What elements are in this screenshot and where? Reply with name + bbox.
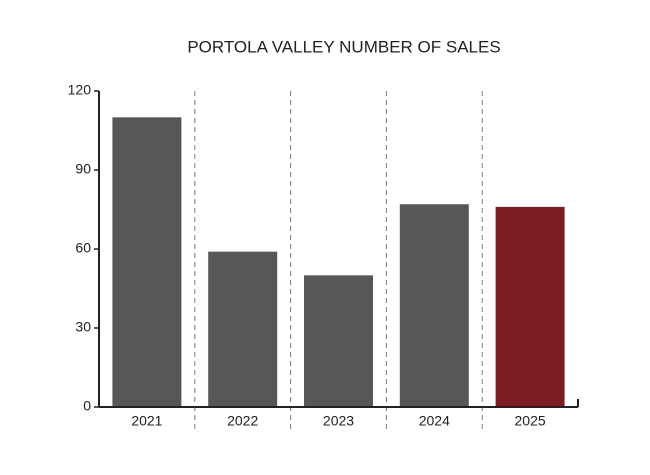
y-tick-label: 120	[68, 82, 92, 98]
x-tick-label: 2021	[131, 413, 162, 429]
y-tick-label: 30	[75, 319, 91, 335]
bar	[495, 206, 565, 407]
x-tick-label: 2022	[227, 413, 258, 429]
bar	[208, 251, 278, 407]
y-tick-label: 90	[75, 161, 91, 177]
y-tick-label: 0	[83, 398, 91, 414]
bar	[112, 117, 182, 407]
x-tick-label: 2024	[419, 413, 450, 429]
chart-title: PORTOLA VALLEY NUMBER OF SALES	[187, 37, 500, 56]
x-tick-label: 2025	[515, 413, 546, 429]
bar	[399, 204, 469, 407]
bar	[304, 275, 373, 407]
x-tick-label: 2023	[323, 413, 354, 429]
y-tick-label: 60	[75, 240, 91, 256]
